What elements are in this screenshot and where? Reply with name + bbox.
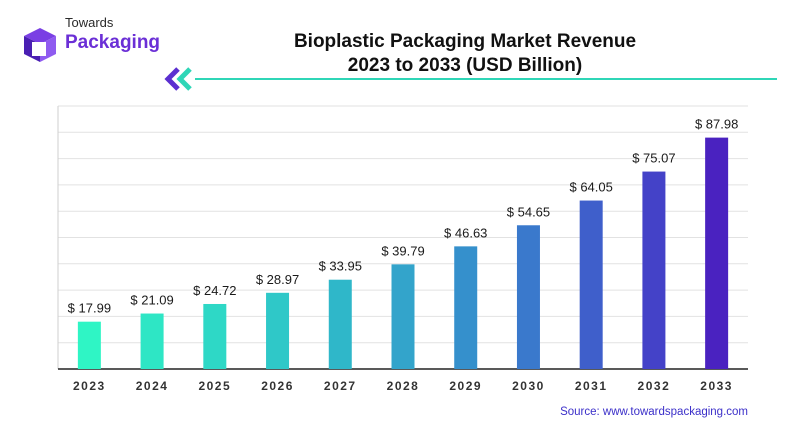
cube-icon: [24, 28, 56, 62]
data-label: $ 39.79: [381, 243, 424, 258]
data-label: $ 46.63: [444, 225, 487, 240]
bar: [328, 279, 352, 369]
brand-line2: Packaging: [65, 32, 161, 53]
bar: [454, 246, 478, 369]
x-tick-label: 2024: [136, 379, 169, 393]
bar: [266, 292, 290, 369]
bar: [203, 303, 227, 369]
x-tick-label: 2029: [449, 379, 482, 393]
brand-logo: Towards Packaging: [20, 15, 180, 76]
data-label: $ 33.95: [319, 259, 362, 274]
bar: [642, 171, 666, 369]
data-label: $ 17.99: [68, 301, 111, 316]
title-divider: [195, 78, 777, 80]
bar: [516, 225, 540, 369]
brand-line1: Towards: [65, 15, 114, 30]
bar: [140, 313, 164, 369]
x-tick-label: 2027: [324, 379, 357, 393]
x-tick-label: 2030: [512, 379, 545, 393]
bar: [391, 264, 415, 369]
data-label: $ 87.98: [695, 117, 738, 132]
data-label: $ 75.07: [632, 151, 675, 166]
title-line1: Bioplastic Packaging Market Revenue: [293, 31, 637, 52]
title-line2: 2023 to 2033 (USD Billion): [347, 55, 583, 76]
chevrons-icon: [164, 67, 192, 91]
x-tick-label: 2031: [575, 379, 608, 393]
data-label: $ 54.65: [507, 204, 550, 219]
x-tick-label: 2026: [261, 379, 294, 393]
source-text: Source: www.towardspackaging.com: [560, 406, 748, 418]
bar: [579, 200, 603, 369]
x-tick-label: 2033: [700, 379, 733, 393]
x-tick-label: 2025: [198, 379, 231, 393]
chart-title: Bioplastic Packaging Market Revenue 2023…: [250, 30, 680, 78]
x-tick-label: 2032: [638, 379, 671, 393]
data-label: $ 28.97: [256, 272, 299, 287]
data-label: $ 24.72: [193, 283, 236, 298]
x-tick-label: 2023: [73, 379, 106, 393]
data-label: $ 64.05: [569, 180, 612, 195]
data-label: $ 21.09: [130, 293, 173, 308]
x-tick-label: 2028: [387, 379, 420, 393]
bar: [705, 137, 729, 369]
bar: [77, 321, 101, 369]
